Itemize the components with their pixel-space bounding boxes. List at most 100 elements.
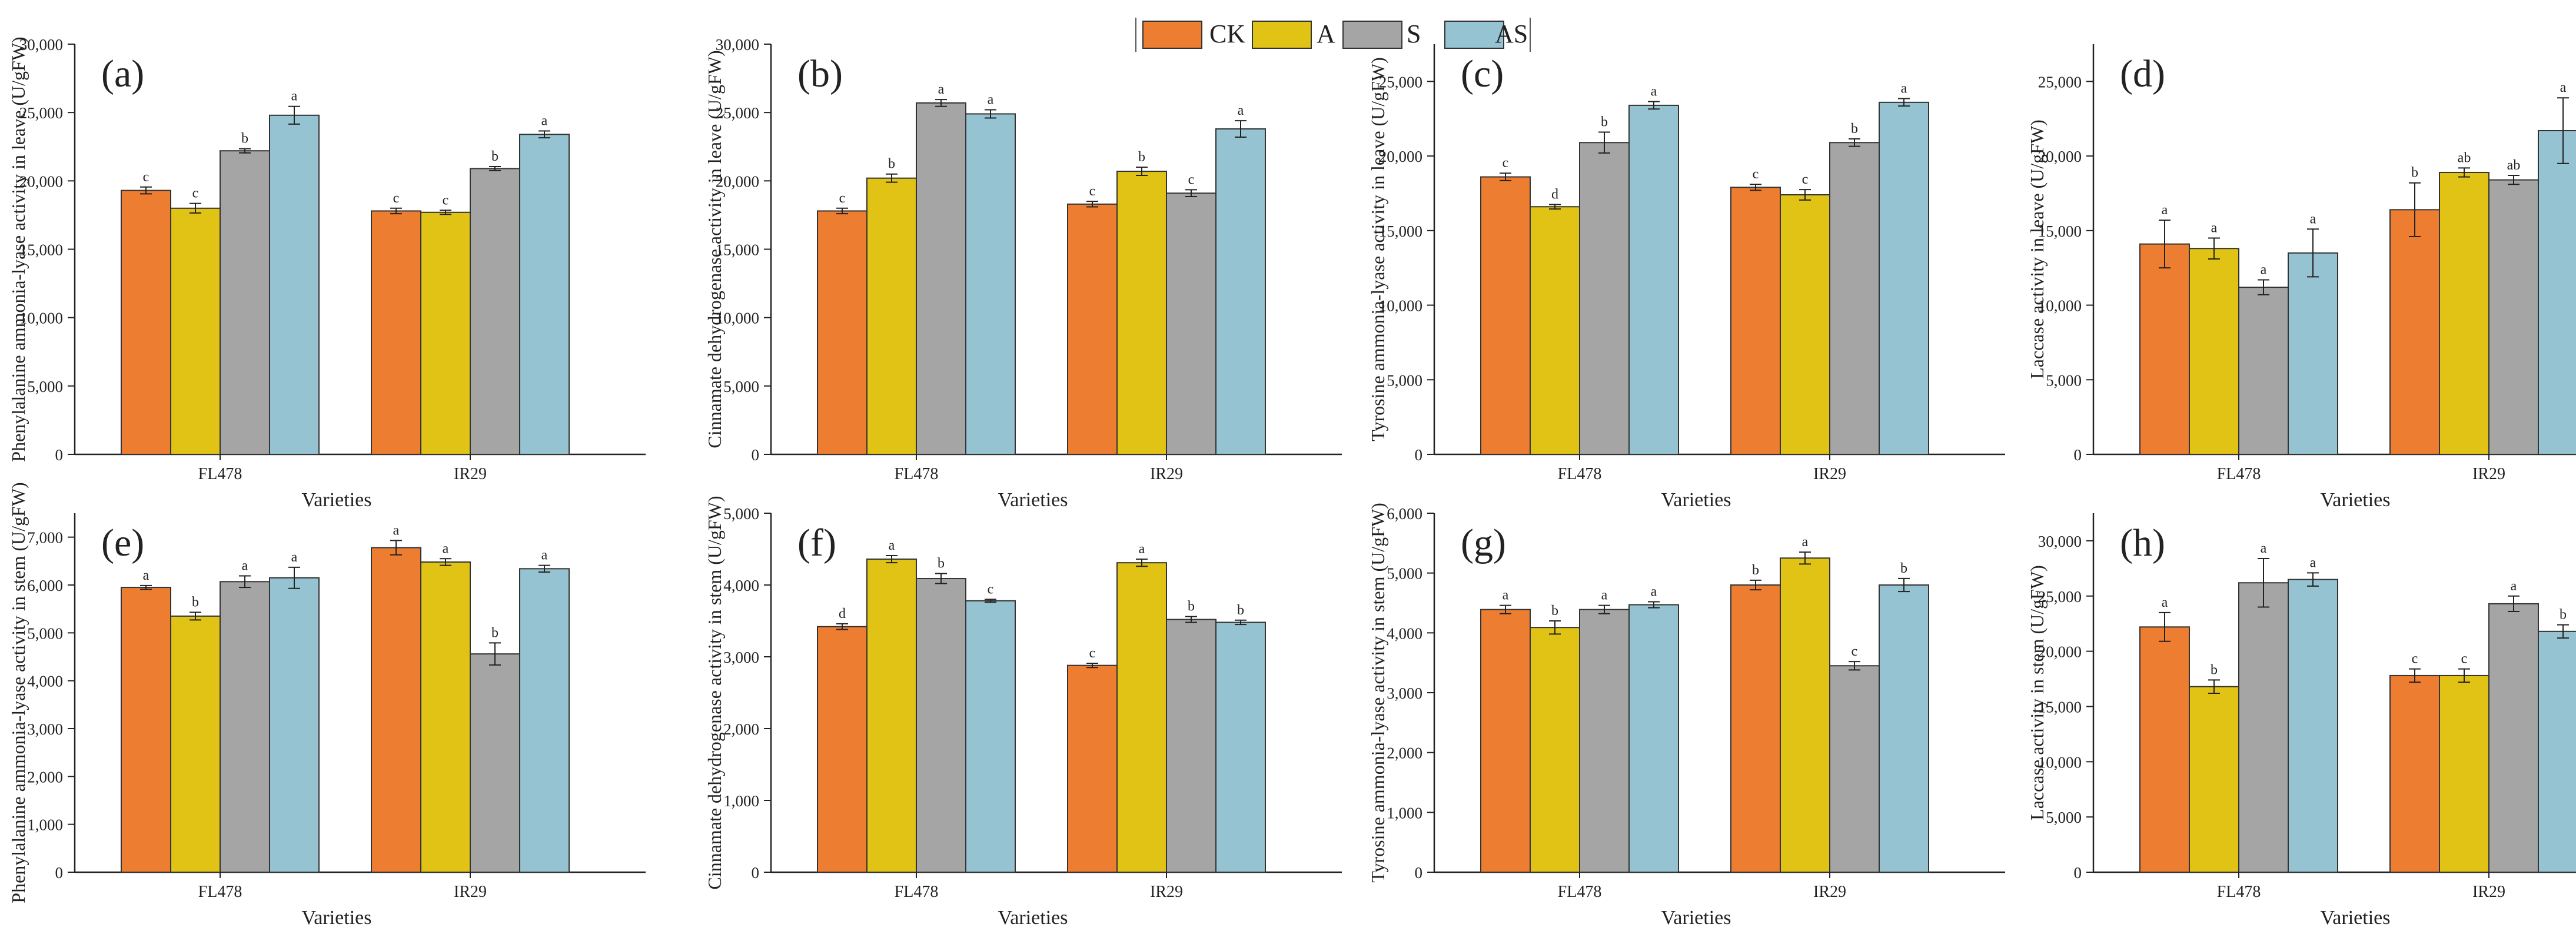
x-axis-label: Varieties (2321, 907, 2391, 929)
y-tick-label: 5,000 (723, 505, 759, 523)
significance-letter: a (1139, 541, 1145, 557)
significance-letter: a (2162, 202, 2168, 218)
bar-as-fl478 (2288, 579, 2338, 873)
bar-as-ir29 (2538, 130, 2576, 455)
bar-ck-fl478 (121, 587, 171, 873)
y-tick-label: 0 (2074, 864, 2082, 882)
significance-letter: b (491, 149, 498, 164)
y-tick-label: 1,000 (27, 816, 63, 834)
bar-ck-ir29 (1067, 664, 1118, 873)
y-tick-label: 2,000 (1387, 744, 1422, 762)
bar-a-ir29 (1116, 171, 1167, 455)
y-axis-label: Cinnamate dehydrogenase activity in leav… (704, 50, 725, 448)
y-tick-label: 1,000 (723, 792, 759, 810)
y-tick-label: 10,000 (716, 310, 759, 327)
significance-letter: c (1852, 644, 1858, 659)
y-tick-label: 20,000 (19, 172, 63, 190)
significance-letter: ab (2458, 150, 2471, 165)
significance-letter: a (1238, 103, 1244, 118)
significance-letter: c (393, 191, 400, 206)
y-tick-label: 25,000 (2038, 73, 2082, 91)
significance-letter: a (2211, 220, 2218, 235)
bar-s-ir29 (470, 168, 520, 455)
significance-letter: a (938, 82, 945, 97)
bar-as-ir29 (519, 568, 570, 873)
significance-letter: b (1851, 121, 1858, 137)
y-axis-label: Cinnamate dehydrogenase activity in stem… (704, 496, 725, 889)
significance-letter: b (2560, 607, 2567, 623)
significance-letter: ab (2507, 158, 2521, 173)
x-tick-label: IR29 (2472, 883, 2505, 901)
significance-letter: a (1601, 588, 1608, 603)
legend: CK A S AS (1135, 18, 1531, 52)
significance-letter: c (1089, 646, 1096, 661)
bar-a-fl478 (2189, 248, 2239, 455)
bar-a-ir29 (2439, 171, 2489, 455)
bar-as-fl478 (965, 113, 1016, 456)
bar-a-ir29 (1780, 194, 1830, 455)
significance-letter: a (2511, 579, 2517, 594)
bar-a-ir29 (1780, 557, 1830, 873)
significance-letter: c (988, 581, 994, 597)
bar-as-ir29 (519, 134, 570, 455)
chart-panel-g: 0 1,000 2,000 3,000 4,000 5,000 6,000Tyrosine … (1367, 503, 2005, 929)
significance-letter: a (1901, 81, 1907, 97)
bar-s-ir29 (1166, 192, 1216, 455)
significance-letter: c (1802, 172, 1809, 187)
significance-letter: c (192, 186, 199, 201)
x-tick-label: FL478 (2217, 465, 2261, 483)
x-tick-label: FL478 (895, 465, 939, 483)
x-tick-label: IR29 (1150, 465, 1183, 483)
chart-panel-b: 0 5,000 10,000 15,000 20,000 25,000 30,000Cinn… (704, 36, 1342, 511)
bar-as-fl478 (1628, 604, 1679, 873)
significance-letter: b (192, 594, 199, 610)
bar-ck-fl478 (1480, 176, 1531, 455)
y-axis-label: Phenylalanine ammonia-lyase activity in … (8, 482, 29, 903)
y-axis-label: Laccase activity in stem (U/gFW) (2026, 565, 2047, 820)
bar-ck-fl478 (2139, 243, 2190, 455)
y-axis-label: Phenylalanine ammonia-lyase activity in … (8, 36, 29, 461)
bar-a-fl478 (170, 207, 221, 455)
x-tick-label: IR29 (1813, 883, 1846, 901)
x-tick-label: IR29 (1150, 883, 1183, 901)
bar-a-fl478 (1530, 206, 1580, 455)
y-tick-label: 10,000 (2038, 297, 2082, 315)
x-axis-label: Varieties (1661, 907, 1731, 929)
y-tick-label: 5,000 (1387, 565, 1422, 583)
significance-letter: b (1900, 561, 1907, 576)
y-tick-label: 15,000 (2038, 222, 2082, 240)
panel-label: (a) (101, 52, 144, 95)
y-tick-label: 30,000 (716, 36, 759, 54)
legend-label-a: A (1317, 19, 1335, 48)
x-tick-label: FL478 (198, 465, 242, 483)
chart-panel-h: 0 5,000 10,000 15,000 20,000 25,000 30,000 Lacc… (2026, 513, 2576, 929)
bar-s-fl478 (220, 150, 270, 456)
significance-letter: b (2411, 165, 2418, 181)
x-tick-label: IR29 (2472, 465, 2505, 483)
bar-ck-fl478 (2139, 626, 2190, 873)
y-tick-label: 15,000 (2038, 698, 2082, 716)
bar-ck-ir29 (371, 210, 421, 455)
y-tick-label: 4,000 (1387, 624, 1422, 642)
bar-a-fl478 (866, 177, 917, 455)
x-tick-label: FL478 (1558, 465, 1602, 483)
x-tick-label: FL478 (1558, 883, 1602, 901)
significance-letter: a (889, 538, 895, 553)
significance-letter: b (1752, 563, 1759, 578)
y-tick-label: 30,000 (19, 36, 63, 54)
y-tick-label: 25,000 (2038, 588, 2082, 606)
y-tick-label: 15,000 (1379, 222, 1422, 240)
significance-letter: a (1651, 84, 1657, 99)
y-tick-label: 5,000 (27, 378, 63, 395)
legend-swatch-as (1444, 21, 1504, 49)
significance-letter: a (1802, 534, 1809, 550)
significance-letter: b (2211, 662, 2218, 677)
significance-letter: a (2310, 555, 2316, 570)
bar-a-ir29 (420, 561, 471, 873)
significance-letter: c (443, 192, 449, 208)
bar-ck-fl478 (1480, 609, 1531, 873)
significance-letter: c (2461, 652, 2468, 667)
panel-label: (b) (797, 52, 843, 95)
y-tick-label: 0 (752, 864, 760, 882)
